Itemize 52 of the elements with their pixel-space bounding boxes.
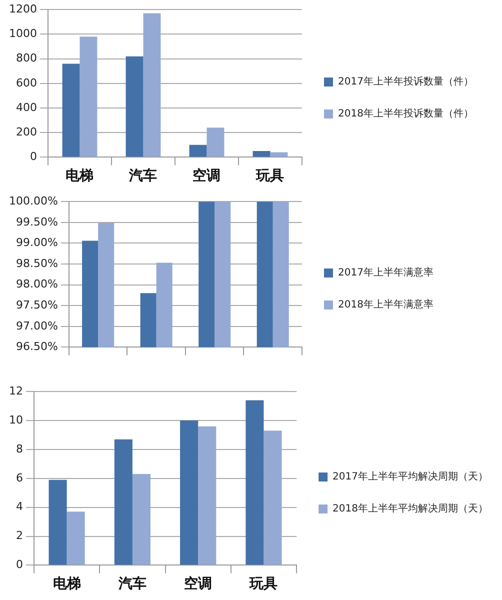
y-tick-label: 97.50% [16, 298, 58, 312]
bar [80, 36, 98, 157]
y-tick-label: 100.00% [8, 194, 58, 208]
y-tick-label: 97.00% [16, 319, 58, 332]
x-tick-label: 玩具 [255, 168, 284, 184]
y-tick-label: 1000 [8, 27, 37, 40]
y-tick-label: 4 [16, 500, 23, 514]
x-tick-label: 空调 [184, 575, 212, 592]
bar [48, 480, 67, 565]
legend-label: 2018年上半年平均解决周期（天） [332, 502, 488, 515]
bar [143, 13, 161, 157]
y-tick-label: 99.50% [16, 215, 58, 228]
legend-label: 2017年上半年投诉数量（件） [338, 76, 474, 88]
bar [132, 474, 151, 565]
x-tick-label: 汽车 [128, 167, 158, 184]
bar [189, 144, 207, 157]
bar [252, 151, 270, 157]
y-tick-label: 0 [30, 150, 37, 164]
bar [246, 400, 264, 565]
legend-label: 2018年上半年投诉数量（件） [338, 108, 474, 120]
y-tick-label: 2 [16, 529, 23, 542]
y-tick-label: 600 [16, 76, 37, 90]
bar [198, 426, 216, 565]
bar [114, 439, 132, 565]
bar [264, 430, 282, 565]
legend-label: 2018年上半年满意率 [338, 298, 434, 311]
legend-label: 2017年上半年平均解决周期（天） [332, 470, 488, 483]
y-tick-label: 98.50% [16, 256, 58, 270]
x-tick-label: 电梯 [66, 168, 94, 184]
y-tick-label: 800 [16, 52, 37, 65]
legend-label: 2017年上半年满意率 [338, 266, 434, 279]
y-tick-label: 400 [16, 100, 37, 114]
bar [66, 512, 85, 565]
bar [270, 152, 288, 157]
x-tick-label: 空调 [192, 167, 221, 184]
y-tick-label: 10 [8, 413, 23, 426]
bar [180, 420, 198, 565]
bar [206, 128, 224, 157]
x-tick-label: 汽车 [117, 575, 146, 592]
x-tick-label: 玩具 [248, 576, 278, 592]
y-tick-label: 0 [16, 558, 23, 572]
bar [126, 56, 144, 157]
y-tick-label: 200 [16, 125, 37, 138]
y-tick-label: 1200 [8, 2, 37, 16]
y-tick-label: 98.00% [16, 278, 58, 291]
y-tick-label: 8 [16, 442, 23, 456]
bar [62, 64, 80, 157]
x-tick-label: 电梯 [52, 576, 81, 592]
y-tick-label: 96.50% [16, 340, 58, 354]
y-tick-label: 99.00% [16, 236, 58, 250]
y-tick-label: 6 [16, 471, 23, 484]
y-tick-label: 12 [8, 384, 23, 398]
